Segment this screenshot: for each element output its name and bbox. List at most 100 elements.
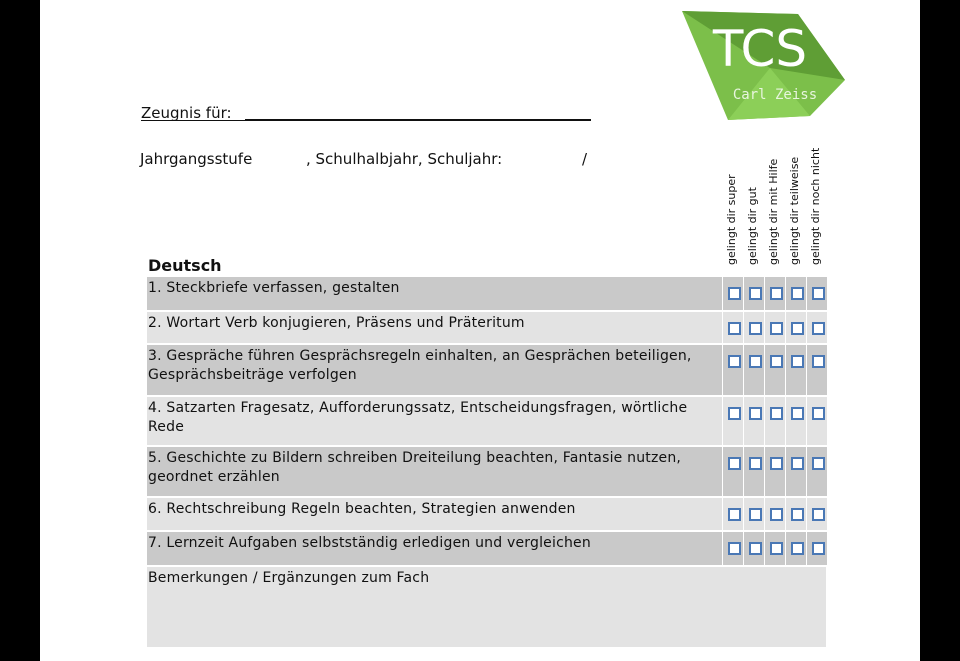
row-label: 2. Wortart Verb konjugieren, Präsens und… [148, 315, 525, 331]
column-header: gelingt dir teilweise [788, 156, 801, 265]
slash: / [582, 150, 588, 168]
rating-cell [785, 447, 806, 496]
rating-cell [764, 345, 785, 395]
rating-cell [785, 345, 806, 395]
row-label: 4. Satzarten Fragesatz, Aufforderungssat… [148, 400, 688, 435]
checkbox[interactable] [812, 457, 825, 470]
rating-cell [722, 532, 743, 565]
rating-cell [806, 277, 827, 310]
checkbox[interactable] [791, 457, 804, 470]
underline [141, 120, 591, 121]
rating-cell [785, 498, 806, 530]
rating-cell [743, 498, 764, 530]
rating-cell [806, 345, 827, 395]
checkbox[interactable] [728, 287, 741, 300]
rating-cell [764, 498, 785, 530]
column-header: gelingt dir noch nicht [809, 147, 822, 265]
row-label: 6. Rechtschreibung Regeln beachten, Stra… [148, 501, 576, 517]
checkbox[interactable] [812, 508, 825, 521]
rating-cell [722, 277, 743, 310]
table-row: 1. Steckbriefe verfassen, gestalten [147, 277, 827, 310]
rating-cell [806, 498, 827, 530]
checkbox[interactable] [749, 322, 762, 335]
table-row: 4. Satzarten Fragesatz, Aufforderungssat… [147, 397, 827, 445]
rating-cell [785, 397, 806, 445]
column-header: gelingt dir mit Hilfe [767, 158, 780, 265]
checkbox[interactable] [812, 322, 825, 335]
rating-cell [743, 397, 764, 445]
document-page: TCS Carl Zeiss Zeugnis für: Jahrgangsstu… [40, 0, 920, 661]
column-header: gelingt dir super [725, 174, 738, 265]
checkbox[interactable] [791, 508, 804, 521]
checkbox[interactable] [791, 407, 804, 420]
logo-subtitle: Carl Zeiss [733, 87, 817, 103]
rating-cell [785, 312, 806, 343]
rating-cell [785, 532, 806, 565]
checkbox[interactable] [812, 287, 825, 300]
table-row: 3. Gespräche führen Gesprächsregeln einh… [147, 345, 827, 395]
rating-cell [722, 397, 743, 445]
rating-cell [764, 397, 785, 445]
checkbox[interactable] [728, 542, 741, 555]
remarks-label: Bemerkungen / Ergänzungen zum Fach [148, 570, 430, 586]
rating-cell [722, 345, 743, 395]
checkbox[interactable] [749, 542, 762, 555]
rating-cell [743, 312, 764, 343]
row-label: 1. Steckbriefe verfassen, gestalten [148, 280, 400, 296]
checkbox[interactable] [770, 508, 783, 521]
logo: TCS Carl Zeiss [682, 11, 845, 120]
rating-cell [764, 532, 785, 565]
rating-cell [743, 532, 764, 565]
checkbox[interactable] [812, 542, 825, 555]
logo-text: TCS [712, 20, 807, 78]
rating-cell [806, 532, 827, 565]
rating-cell [764, 312, 785, 343]
rating-cell [722, 498, 743, 530]
checkbox[interactable] [728, 407, 741, 420]
grade-label: Jahrgangsstufe [140, 150, 253, 168]
checkbox[interactable] [728, 322, 741, 335]
table-row: 2. Wortart Verb konjugieren, Präsens und… [147, 312, 827, 343]
checkbox[interactable] [791, 355, 804, 368]
rating-cell [722, 312, 743, 343]
table-row: 6. Rechtschreibung Regeln beachten, Stra… [147, 498, 827, 530]
row-label: 3. Gespräche führen Gesprächsregeln einh… [148, 348, 692, 383]
checkbox[interactable] [749, 287, 762, 300]
column-header: gelingt dir gut [746, 187, 759, 265]
rating-cell [743, 277, 764, 310]
checkbox[interactable] [791, 287, 804, 300]
checkbox[interactable] [791, 322, 804, 335]
checkbox[interactable] [770, 407, 783, 420]
rating-cell [743, 447, 764, 496]
row-label: 5. Geschichte zu Bildern schreiben Dreit… [148, 450, 682, 485]
checkbox[interactable] [770, 322, 783, 335]
checkbox[interactable] [770, 287, 783, 300]
remarks-row: Bemerkungen / Ergänzungen zum Fach [147, 567, 826, 647]
rating-cell [722, 447, 743, 496]
table-row: 7. Lernzeit Aufgaben selbstständig erled… [147, 532, 827, 565]
checkbox[interactable] [770, 457, 783, 470]
checkbox[interactable] [749, 457, 762, 470]
subject: Deutsch [148, 256, 222, 275]
rating-cell [806, 397, 827, 445]
term-label: , Schulhalbjahr, Schuljahr: [306, 150, 503, 168]
row-label: 7. Lernzeit Aufgaben selbstständig erled… [148, 535, 591, 551]
rating-cell [806, 447, 827, 496]
checkbox[interactable] [749, 355, 762, 368]
checkbox[interactable] [749, 407, 762, 420]
checkbox[interactable] [791, 542, 804, 555]
checkbox[interactable] [749, 508, 762, 521]
zeugnis-label: Zeugnis für: [141, 104, 232, 122]
checkbox[interactable] [728, 457, 741, 470]
checkbox[interactable] [770, 355, 783, 368]
checkbox[interactable] [770, 542, 783, 555]
rating-cell [743, 345, 764, 395]
checkbox[interactable] [812, 355, 825, 368]
checkbox[interactable] [728, 355, 741, 368]
rating-cell [764, 447, 785, 496]
rating-cell [764, 277, 785, 310]
checkbox[interactable] [728, 508, 741, 521]
rating-cell [806, 312, 827, 343]
checkbox[interactable] [812, 407, 825, 420]
